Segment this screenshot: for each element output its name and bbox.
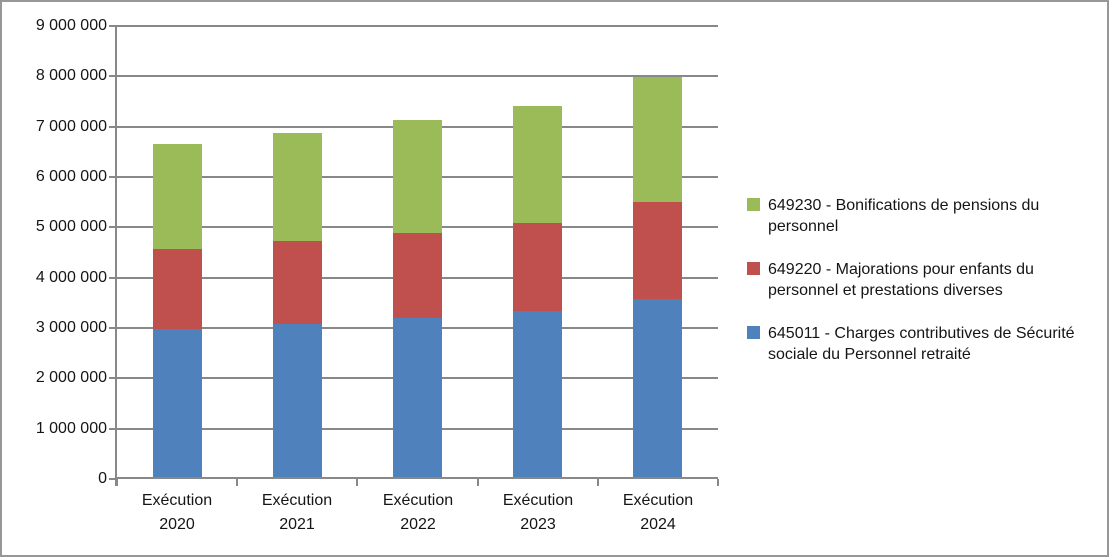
bar-2021-645011 (273, 324, 322, 479)
legend: 649230 - Bonifications de pensions du pe… (747, 195, 1099, 365)
y-axis-tick (109, 25, 117, 27)
x-axis-category-label: Exécution 2024 (622, 492, 694, 533)
y-axis-tick-label: 8 000 000 (35, 67, 107, 84)
legend-swatch-649220 (747, 262, 760, 275)
y-axis-tick (109, 428, 117, 430)
legend-item-645011: 645011 - Charges contributives de Sécuri… (747, 323, 1099, 365)
gridline (117, 75, 718, 77)
x-axis-category-label: Exécution 2023 (502, 492, 574, 533)
x-axis-category-label: Exécution 2020 (141, 492, 213, 533)
bar-2022-645011 (393, 318, 442, 479)
bar-2023-649220 (513, 223, 562, 311)
x-axis-tick (477, 479, 479, 486)
bar-2020-649220 (153, 249, 202, 329)
bar-2023-649230 (513, 106, 562, 223)
legend-swatch-645011 (747, 326, 760, 339)
x-axis-tick (116, 479, 118, 486)
bar-2022-649220 (393, 233, 442, 318)
bar-2024-645011 (633, 299, 682, 479)
y-axis-tick (109, 126, 117, 128)
plot-area (117, 25, 718, 479)
bar-2020-645011 (153, 329, 202, 479)
y-axis-tick (109, 377, 117, 379)
bar-2024-649220 (633, 202, 682, 299)
y-axis-tick-label: 3 000 000 (35, 319, 107, 336)
x-axis-category-label: Exécution 2022 (382, 492, 454, 533)
y-axis-tick (109, 176, 117, 178)
legend-label: 649230 - Bonifications de pensions du pe… (768, 197, 1040, 235)
x-axis-tick (356, 479, 358, 486)
y-axis-tick-label: 1 000 000 (35, 420, 107, 437)
bar-2021-649230 (273, 133, 322, 241)
y-axis-tick (109, 478, 117, 480)
y-axis-tick-label: 4 000 000 (35, 269, 107, 286)
y-axis-line (115, 26, 117, 486)
x-axis-line (117, 477, 718, 479)
y-axis-tick (109, 226, 117, 228)
legend-label: 645011 - Charges contributives de Sécuri… (768, 325, 1075, 363)
legend-swatch-649230 (747, 198, 760, 211)
y-axis-tick (109, 327, 117, 329)
x-axis-tick (236, 479, 238, 486)
legend-item-649230: 649230 - Bonifications de pensions du pe… (747, 195, 1099, 237)
bar-2023-645011 (513, 311, 562, 479)
x-axis-category-label: Exécution 2021 (261, 492, 333, 533)
x-axis-tick (597, 479, 599, 486)
y-axis-tick (109, 75, 117, 77)
gridline (117, 25, 718, 27)
y-axis-tick-label: 2 000 000 (35, 369, 107, 386)
legend-label: 649220 - Majorations pour enfants du per… (768, 261, 1034, 299)
bar-2022-649230 (393, 120, 442, 233)
legend-item-649220: 649220 - Majorations pour enfants du per… (747, 259, 1099, 301)
y-axis-tick (109, 277, 117, 279)
bar-2021-649220 (273, 241, 322, 324)
bar-2024-649230 (633, 77, 682, 202)
y-axis-tick-label: 9 000 000 (35, 17, 107, 34)
y-axis-tick-label: 6 000 000 (35, 168, 107, 185)
x-axis-tick (717, 479, 719, 486)
y-axis-tick-label: 7 000 000 (35, 118, 107, 135)
bar-2020-649230 (153, 144, 202, 249)
y-axis-tick-label: 5 000 000 (35, 218, 107, 235)
y-axis-tick-label: 0 (98, 470, 107, 487)
